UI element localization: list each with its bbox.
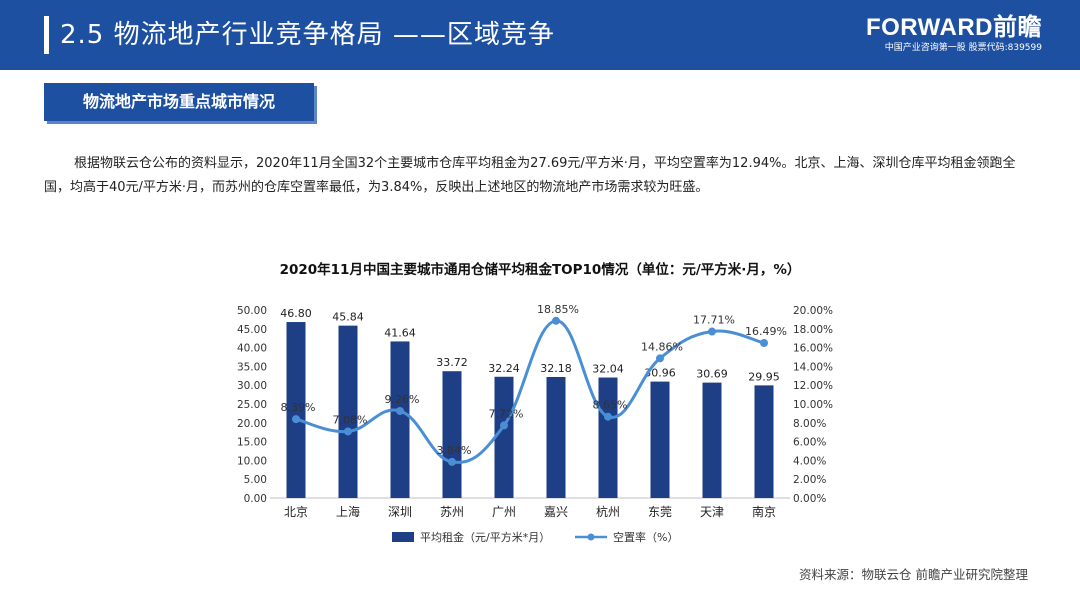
forward-logo: FORWARD前瞻 中国产业咨询第一股 股票代码:839599 — [866, 14, 1042, 54]
x-category-label: 深圳 — [388, 505, 412, 519]
vacancy-value-label: 16.49% — [745, 325, 787, 338]
y-right-tick-label: 6.00% — [793, 437, 826, 449]
header-accent-bar — [44, 16, 49, 54]
y-right-tick-label: 14.00% — [793, 361, 833, 373]
bar-rent — [598, 377, 618, 498]
x-category-label: 杭州 — [596, 504, 620, 519]
y-right-tick-label: 16.00% — [793, 343, 833, 355]
y-right-tick-label: 8.00% — [793, 418, 826, 430]
y-right-tick-label: 12.00% — [793, 380, 833, 392]
y-left-tick-label: 20.00 — [237, 418, 267, 430]
vacancy-value-label: 18.85% — [537, 303, 579, 316]
vacancy-point — [656, 354, 664, 363]
bar-value-label: 41.64 — [384, 326, 416, 339]
page-title: 2.5 物流地产行业竞争格局 ——区域竞争 — [60, 20, 555, 50]
bar-value-label: 32.24 — [488, 362, 520, 375]
vacancy-value-label: 9.26% — [385, 393, 420, 406]
section-tag: 物流地产市场重点城市情况 — [44, 83, 314, 121]
y-left-tick-label: 35.00 — [237, 361, 267, 373]
vacancy-value-label: 14.86% — [641, 340, 683, 353]
vacancy-value-label: 17.71% — [693, 314, 735, 327]
x-category-label: 广州 — [492, 505, 516, 519]
bar-value-label: 30.69 — [696, 368, 728, 381]
x-category-label: 东莞 — [648, 505, 672, 519]
y-left-tick-label: 45.00 — [237, 324, 267, 336]
vacancy-point — [604, 412, 612, 421]
vacancy-point — [760, 338, 768, 347]
vacancy-point — [396, 406, 404, 415]
vacancy-point — [708, 327, 716, 336]
source-note: 资料来源：物联云仓 前瞻产业研究院整理 — [799, 567, 1028, 582]
x-category-label: 南京 — [752, 504, 776, 519]
y-left-tick-label: 50.00 — [237, 305, 267, 317]
vacancy-value-label: 3.84% — [437, 444, 472, 457]
y-right-tick-label: 0.00% — [793, 493, 826, 505]
y-right-tick-label: 18.00% — [793, 324, 833, 336]
bar-value-label: 30.96 — [644, 367, 676, 380]
vacancy-value-label: 7.72% — [489, 407, 524, 420]
vacancy-point — [500, 421, 508, 430]
x-category-label: 苏州 — [440, 505, 464, 519]
legend-bar-label: 平均租金（元/平方米*月） — [420, 530, 550, 544]
bar-rent — [286, 322, 306, 498]
legend-bar-swatch — [392, 532, 414, 542]
y-right-tick-label: 20.00% — [793, 305, 833, 317]
bar-value-label: 29.95 — [748, 370, 780, 383]
x-category-label: 北京 — [284, 505, 308, 519]
y-right-tick-label: 2.00% — [793, 474, 826, 486]
intro-paragraph: 根据物联云仓公布的资料显示，2020年11月全国32个主要城市仓库平均租金为27… — [44, 156, 1016, 195]
legend-line-marker — [587, 533, 595, 541]
logo-wordmark: FORWARD前瞻 — [865, 14, 1042, 41]
bar-rent — [390, 341, 410, 498]
bar-value-label: 32.18 — [540, 362, 572, 375]
bar-value-label: 46.80 — [280, 307, 312, 320]
vacancy-point — [292, 415, 300, 424]
page-header: 2.5 物流地产行业竞争格局 ——区域竞争 FORWARD前瞻 中国产业咨询第一… — [0, 0, 1080, 70]
y-left-tick-label: 10.00 — [237, 455, 267, 467]
bar-rent — [338, 325, 358, 498]
vacancy-value-label: 7.08% — [333, 413, 368, 426]
vacancy-line — [295, 319, 765, 464]
bar-value-label: 32.04 — [592, 363, 624, 376]
bar-value-label: 45.84 — [332, 311, 364, 324]
y-left-tick-label: 5.00 — [244, 474, 267, 486]
bar-rent — [650, 381, 670, 498]
bar-rent — [702, 382, 722, 498]
bar-rent — [442, 371, 462, 498]
x-category-label: 嘉兴 — [544, 505, 568, 519]
y-left-tick-label: 15.00 — [237, 437, 267, 449]
legend-line-label: 空置率（%） — [613, 530, 678, 544]
y-right-tick-label: 4.00% — [793, 455, 826, 467]
bar-rent — [494, 376, 514, 498]
x-category-label: 上海 — [336, 504, 360, 519]
vacancy-point — [552, 316, 560, 325]
combo-chart: 0.00 5.00 10.00 15.00 20.00 25.00 30.00 35.00 40… — [237, 303, 833, 544]
y-left-tick-label: 40.00 — [237, 343, 267, 355]
y-left-tick-label: 25.00 — [237, 399, 267, 411]
bar-rent — [754, 385, 774, 498]
vacancy-point — [448, 457, 456, 466]
y-right-tick-label: 10.00% — [793, 399, 833, 411]
bar-value-label: 33.72 — [436, 356, 468, 369]
bar-rent — [546, 377, 566, 498]
vacancy-value-label: 8.39% — [281, 401, 316, 414]
vacancy-value-label: 8.65% — [593, 399, 628, 412]
x-category-label: 天津 — [700, 505, 724, 519]
y-left-tick-label: 30.00 — [237, 380, 267, 392]
y-left-tick-label: 0.00 — [244, 493, 267, 505]
logo-tagline: 中国产业咨询第一股 股票代码:839599 — [884, 43, 1042, 53]
chart-title: 2020年11月中国主要城市通用仓储平均租金TOP10情况（单位：元/平方米·月… — [279, 262, 801, 278]
vacancy-point — [344, 427, 352, 436]
